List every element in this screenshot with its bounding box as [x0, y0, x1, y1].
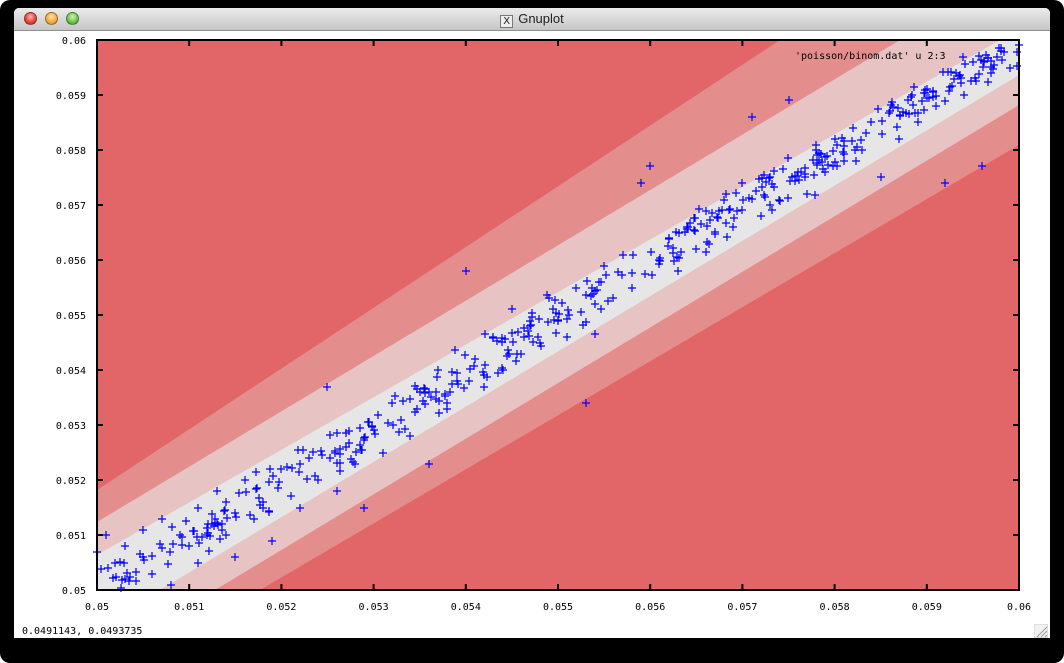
y-tick-label: 0.057 — [56, 201, 86, 212]
x-tick-label: 0.058 — [820, 602, 850, 613]
x-tick-label: 0.057 — [727, 602, 757, 613]
window-title-text: Gnuplot — [518, 11, 564, 26]
contour-bands — [97, 40, 1019, 590]
x-tick-label: 0.052 — [266, 602, 296, 613]
x-tick-label: 0.053 — [359, 602, 389, 613]
y-tick-label: 0.059 — [56, 91, 86, 102]
y-tick-label: 0.054 — [56, 366, 86, 377]
y-tick-label: 0.058 — [56, 146, 86, 157]
y-tick-label: 0.051 — [56, 531, 86, 542]
legend-entry: 'poisson/binom.dat' u 2:3 — [795, 51, 946, 62]
plot-border — [96, 39, 1020, 591]
y-tick-label: 0.05 — [62, 586, 86, 597]
y-tick-label: 0.056 — [56, 256, 86, 267]
y-tick-label: 0.052 — [56, 476, 86, 487]
x-tick-label: 0.059 — [912, 602, 942, 613]
data-points — [93, 41, 1023, 592]
mouse-coordinates: 0.0491143, 0.0493735 — [22, 626, 143, 637]
x-tick-label: 0.056 — [635, 602, 665, 613]
y-tick-label: 0.06 — [62, 36, 86, 47]
zoom-button[interactable] — [66, 12, 79, 25]
minimize-button[interactable] — [45, 12, 58, 25]
close-button[interactable] — [24, 12, 37, 25]
y-tick-label: 0.055 — [56, 311, 86, 322]
axis-ticks: 0.05 0.051 0.052 0.053 0.054 0.055 0.056 0.057 0… — [56, 36, 1031, 613]
x-tick-label: 0.054 — [451, 602, 481, 613]
title-bar[interactable]: X Gnuplot — [14, 8, 1050, 31]
window-title: X Gnuplot — [14, 11, 1050, 28]
x-tick-label: 0.06 — [1007, 602, 1031, 613]
x-tick-label: 0.055 — [543, 602, 573, 613]
x11-icon: X — [500, 15, 514, 28]
resize-grip-icon[interactable] — [1034, 624, 1048, 638]
x-tick-label: 0.05 — [85, 602, 109, 613]
y-tick-label: 0.053 — [56, 421, 86, 432]
x-tick-label: 0.051 — [174, 602, 204, 613]
